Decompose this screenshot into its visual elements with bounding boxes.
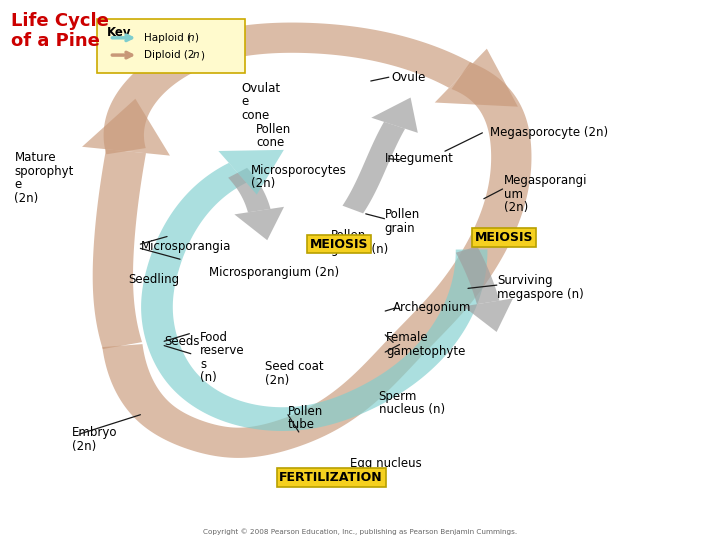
Text: n: n [187, 33, 194, 43]
Text: FERTILIZATION: FERTILIZATION [279, 471, 383, 484]
Polygon shape [235, 207, 284, 240]
Text: Pollen
grains (n): Pollen grains (n) [331, 229, 389, 256]
Polygon shape [372, 98, 418, 133]
Polygon shape [141, 163, 487, 431]
Text: Megasporocyte (2n): Megasporocyte (2n) [490, 126, 608, 139]
Polygon shape [228, 168, 271, 212]
Polygon shape [343, 122, 405, 213]
Text: Megasporangi
um
(2n): Megasporangi um (2n) [504, 174, 588, 214]
Text: Egg nucleus
(n): Egg nucleus (n) [350, 456, 422, 483]
FancyBboxPatch shape [97, 19, 245, 73]
Text: Pollen
cone: Pollen cone [256, 123, 292, 150]
Text: ): ) [194, 33, 199, 43]
Text: ): ) [200, 50, 204, 60]
Polygon shape [82, 99, 170, 156]
Text: Pollen
grain: Pollen grain [384, 208, 420, 235]
Text: Archegonium: Archegonium [393, 301, 472, 314]
Text: Pollen
tube: Pollen tube [288, 404, 323, 431]
Text: MEIOSIS: MEIOSIS [475, 231, 534, 244]
Text: Sperm
nucleus (n): Sperm nucleus (n) [379, 389, 445, 416]
Text: MEIOSIS: MEIOSIS [310, 238, 368, 251]
Text: n: n [193, 50, 199, 60]
Polygon shape [104, 23, 472, 154]
Text: Life Cycle
of a Pine: Life Cycle of a Pine [11, 12, 109, 50]
Text: Diploid (2: Diploid (2 [144, 50, 194, 60]
Text: Seedling: Seedling [128, 273, 179, 286]
Text: Copyright © 2008 Pearson Education, Inc., publishing as Pearson Benjamin Cumming: Copyright © 2008 Pearson Education, Inc.… [203, 528, 517, 535]
Text: Microsporangia: Microsporangia [140, 240, 231, 253]
Text: Mature
sporophyt
e
(2n): Mature sporophyt e (2n) [14, 151, 73, 205]
Text: Seed coat
(2n): Seed coat (2n) [265, 360, 323, 387]
Text: Key: Key [107, 26, 131, 39]
Text: Food
reserve
s
(n): Food reserve s (n) [200, 330, 245, 384]
Text: Microsporocytes
(2n): Microsporocytes (2n) [251, 164, 346, 191]
Text: Embryo
(2n): Embryo (2n) [72, 426, 117, 453]
Text: Female
gametophyte: Female gametophyte [386, 331, 465, 358]
Text: Ovulat
e
cone: Ovulat e cone [241, 82, 280, 122]
Polygon shape [102, 62, 531, 458]
Polygon shape [435, 49, 518, 107]
Polygon shape [464, 299, 513, 332]
Text: Surviving
megaspore (n): Surviving megaspore (n) [497, 274, 583, 301]
Text: Ovule: Ovule [391, 71, 426, 84]
Text: Seeds: Seeds [164, 335, 199, 348]
Text: Integument: Integument [385, 152, 454, 165]
Polygon shape [456, 246, 500, 304]
Text: Microsporangium (2n): Microsporangium (2n) [209, 266, 339, 279]
Polygon shape [218, 150, 284, 194]
Polygon shape [93, 149, 146, 349]
Text: Haploid (: Haploid ( [144, 33, 191, 43]
